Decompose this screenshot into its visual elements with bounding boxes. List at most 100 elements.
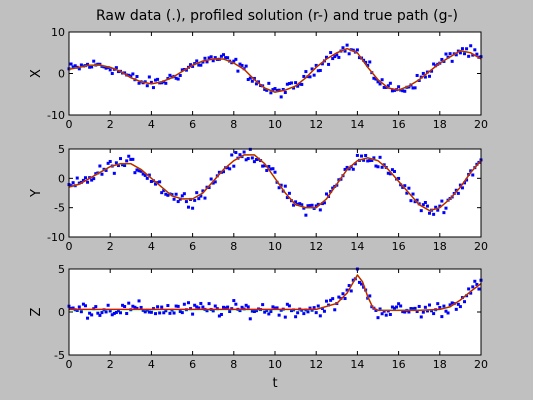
raw-data-point — [289, 81, 293, 85]
plot-area — [68, 148, 482, 238]
raw-data-point — [469, 291, 473, 295]
raw-data-point — [160, 305, 164, 309]
raw-data-point — [143, 173, 147, 177]
raw-data-point — [403, 310, 407, 314]
raw-data-point — [423, 305, 427, 309]
raw-data-point — [327, 62, 331, 66]
raw-data-point — [195, 305, 199, 309]
y-tick-label: 5 — [58, 143, 65, 156]
raw-data-point — [217, 170, 221, 174]
raw-data-point — [162, 188, 166, 192]
raw-data-point — [139, 305, 143, 309]
raw-data-point — [176, 304, 180, 308]
raw-data-point — [207, 302, 211, 306]
raw-data-point — [145, 176, 149, 180]
raw-data-point — [397, 85, 401, 89]
raw-data-point — [392, 88, 396, 92]
raw-data-point — [121, 163, 125, 167]
raw-data-point — [357, 56, 361, 60]
raw-data-point — [413, 200, 417, 204]
raw-data-point — [123, 305, 127, 309]
raw-data-point — [289, 309, 293, 313]
raw-data-point — [283, 90, 287, 94]
raw-data-point — [261, 164, 265, 168]
raw-data-point — [207, 56, 211, 60]
raw-data-point — [279, 308, 283, 312]
raw-data-point — [458, 305, 462, 309]
raw-data-point — [114, 161, 118, 165]
raw-data-point — [471, 53, 475, 57]
raw-data-point — [271, 167, 275, 171]
raw-data-point — [137, 299, 141, 303]
raw-data-point — [325, 55, 328, 59]
raw-data-point — [333, 308, 337, 312]
x-tick-label: 6 — [189, 358, 196, 371]
raw-data-point — [114, 310, 118, 314]
raw-data-point — [277, 313, 281, 317]
raw-data-point — [98, 62, 102, 66]
raw-data-point — [265, 308, 269, 312]
raw-data-point — [456, 191, 460, 195]
raw-data-point — [306, 310, 310, 314]
raw-data-point — [390, 168, 394, 172]
x-tick-label: 14 — [350, 358, 364, 371]
raw-data-point — [160, 81, 164, 85]
raw-data-point — [376, 80, 380, 84]
raw-data-point — [450, 59, 454, 63]
raw-data-point — [380, 78, 384, 82]
raw-data-point — [312, 306, 316, 310]
raw-data-point — [283, 184, 287, 188]
raw-data-point — [357, 280, 361, 284]
raw-data-point — [199, 63, 203, 67]
raw-data-point — [73, 64, 77, 68]
raw-data-point — [475, 282, 479, 286]
raw-data-point — [90, 313, 94, 317]
x-tick-label: 14 — [350, 118, 364, 131]
raw-data-point — [149, 310, 153, 314]
raw-data-point — [353, 162, 357, 166]
raw-data-point — [83, 176, 87, 180]
raw-data-point — [100, 311, 104, 315]
raw-data-point — [444, 206, 448, 210]
raw-data-point — [71, 306, 75, 310]
x-tick-label: 4 — [148, 240, 155, 253]
raw-data-point — [261, 303, 265, 307]
raw-data-point — [399, 304, 403, 308]
y-tick-label: 10 — [51, 26, 65, 39]
raw-data-point — [114, 66, 118, 70]
raw-data-point — [318, 314, 322, 318]
raw-data-point — [197, 63, 201, 67]
raw-data-point — [269, 309, 273, 313]
raw-data-point — [469, 169, 473, 173]
raw-data-point — [325, 299, 328, 303]
profiled-solution-line — [68, 154, 482, 212]
raw-data-point — [238, 62, 242, 66]
raw-data-point — [390, 89, 394, 93]
plot-area — [68, 31, 482, 116]
raw-data-point — [174, 192, 178, 196]
raw-data-point — [184, 68, 188, 72]
raw-data-point — [473, 279, 477, 283]
raw-data-point — [178, 309, 182, 313]
raw-data-point — [94, 172, 98, 176]
raw-data-point — [102, 65, 106, 69]
raw-data-point — [343, 297, 347, 301]
raw-data-point — [421, 310, 425, 314]
raw-data-point — [378, 155, 382, 159]
raw-data-point — [174, 76, 178, 80]
chart-title: Raw data (.), profiled solution (r-) and… — [96, 8, 458, 24]
raw-data-point — [244, 303, 248, 307]
raw-data-point — [254, 82, 258, 86]
raw-data-point — [263, 87, 267, 91]
raw-data-point — [413, 306, 417, 310]
raw-data-point — [145, 84, 149, 88]
x-tick-label: 6 — [189, 118, 196, 131]
raw-data-point — [162, 311, 166, 315]
raw-data-point — [296, 311, 300, 315]
raw-data-point — [246, 157, 250, 161]
raw-data-point — [362, 158, 366, 162]
raw-data-point — [465, 47, 469, 51]
raw-data-point — [182, 192, 186, 196]
raw-data-point — [417, 304, 421, 308]
